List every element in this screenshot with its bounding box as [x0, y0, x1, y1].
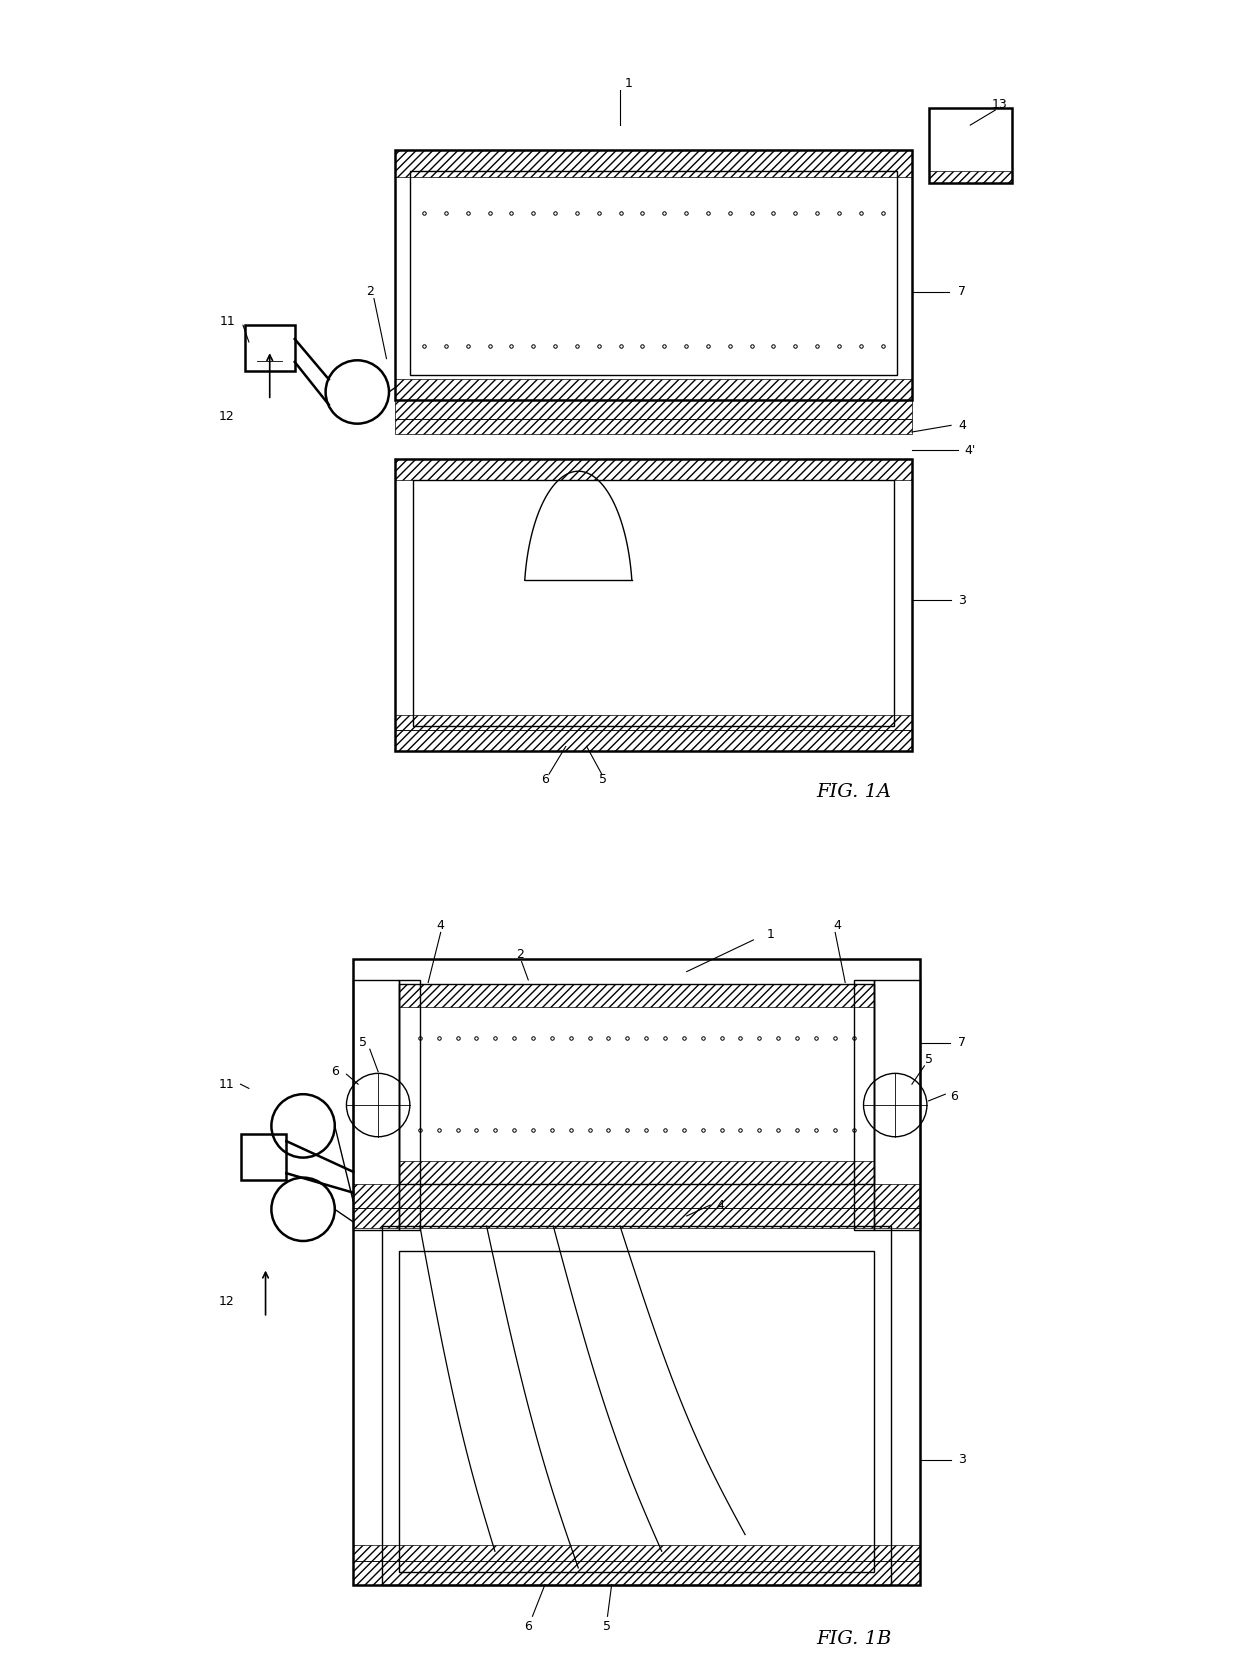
Bar — [394, 380, 911, 400]
Bar — [394, 716, 911, 731]
Text: 7: 7 — [959, 285, 966, 299]
Text: 5: 5 — [925, 1053, 932, 1066]
Bar — [929, 108, 1012, 183]
Bar — [399, 1251, 874, 1571]
Text: 6: 6 — [950, 1091, 957, 1103]
Bar — [394, 419, 911, 434]
Text: 4: 4 — [717, 1199, 724, 1211]
Text: 6: 6 — [541, 774, 549, 786]
Bar — [399, 984, 874, 1184]
Text: 1: 1 — [625, 77, 632, 90]
Bar — [399, 979, 420, 1231]
Text: 7: 7 — [959, 1036, 966, 1049]
Bar — [241, 1134, 286, 1181]
Text: FIG. 1A: FIG. 1A — [816, 784, 892, 801]
Bar — [394, 150, 911, 400]
Text: FIG. 1B: FIG. 1B — [816, 1630, 892, 1648]
Text: 6: 6 — [331, 1066, 339, 1078]
Bar — [382, 1226, 892, 1585]
Text: 1: 1 — [766, 927, 774, 941]
Bar — [353, 979, 399, 1231]
Text: 3: 3 — [959, 594, 966, 607]
Text: 4: 4 — [959, 419, 966, 432]
Bar — [353, 959, 920, 1585]
Text: 5: 5 — [604, 1620, 611, 1633]
Text: 5: 5 — [360, 1036, 367, 1049]
Text: 2: 2 — [366, 285, 373, 299]
Text: 11: 11 — [218, 1078, 234, 1091]
Bar — [853, 979, 874, 1231]
Bar — [394, 731, 911, 751]
Bar — [394, 400, 911, 419]
Text: 6: 6 — [525, 1620, 532, 1633]
Bar — [410, 170, 897, 375]
Text: 12: 12 — [218, 1294, 234, 1308]
Bar — [399, 984, 874, 1007]
Text: 11: 11 — [221, 315, 236, 327]
Text: 3: 3 — [959, 1453, 966, 1466]
Text: 4: 4 — [436, 919, 445, 932]
Bar — [394, 150, 911, 177]
Bar — [244, 325, 295, 372]
Text: 2: 2 — [516, 949, 523, 961]
Text: 12: 12 — [218, 410, 234, 424]
Bar — [874, 979, 920, 1231]
Bar — [353, 1208, 920, 1228]
Text: 4: 4 — [833, 919, 841, 932]
Text: 5: 5 — [599, 774, 608, 786]
Text: 13: 13 — [992, 98, 1007, 110]
Bar — [353, 1545, 920, 1561]
Bar — [394, 459, 911, 480]
Bar — [399, 1161, 874, 1184]
Bar — [353, 1184, 920, 1208]
Bar — [394, 459, 911, 751]
Bar — [413, 480, 894, 726]
Bar — [353, 1561, 920, 1585]
Bar — [929, 172, 1012, 183]
Text: 4': 4' — [965, 444, 976, 457]
